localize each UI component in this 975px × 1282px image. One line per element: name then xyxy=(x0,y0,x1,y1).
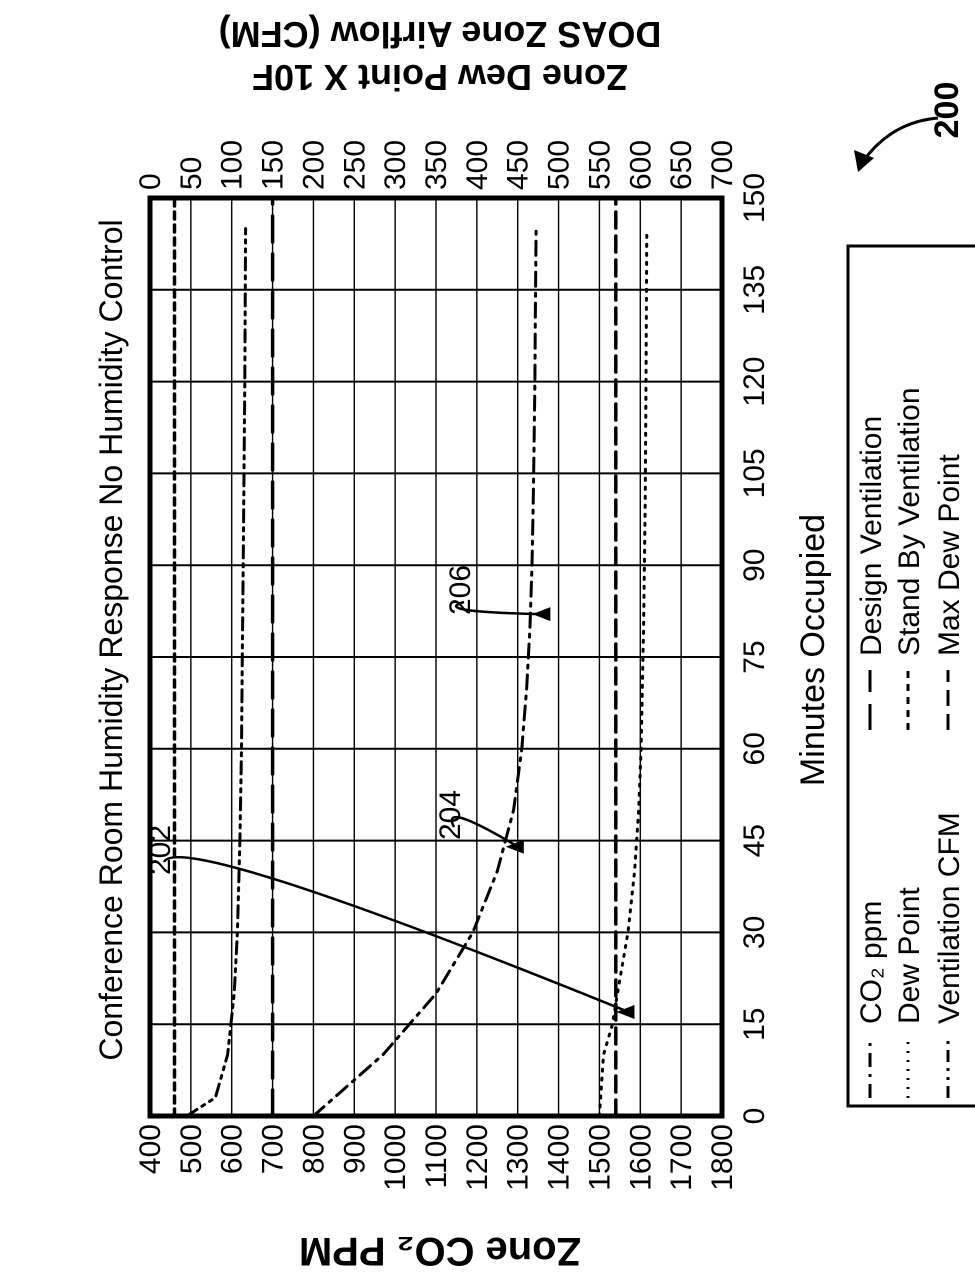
left-axis-tick-labels: 4005006007008009001000110012001300140015… xyxy=(134,1124,739,1191)
right-tick-label-12: 600 xyxy=(624,140,657,190)
right-tick-label-0: 0 xyxy=(134,173,167,190)
x-tick-label-2: 30 xyxy=(738,916,771,949)
right-tick-label-8: 400 xyxy=(461,140,494,190)
left-tick-label-12: 1600 xyxy=(624,1124,657,1191)
right-tick-label-13: 650 xyxy=(665,140,698,190)
right-tick-label-10: 500 xyxy=(543,140,576,190)
figure-number: 200 xyxy=(928,82,966,139)
left-tick-label-14: 1800 xyxy=(706,1124,739,1191)
series-line-2 xyxy=(187,229,246,1116)
left-tick-label-0: 400 xyxy=(134,1124,167,1174)
annotation-arrowhead-206 xyxy=(532,607,550,621)
chart-title: Conference Room Humidity Response No Hum… xyxy=(93,219,129,1060)
left-tick-label-8: 1200 xyxy=(461,1124,494,1191)
x-tick-label-1: 15 xyxy=(738,1008,771,1041)
right-tick-label-9: 450 xyxy=(502,140,535,190)
right-tick-label-5: 250 xyxy=(338,140,371,190)
legend-label-5: Max Dew Point xyxy=(933,454,966,656)
right-tick-label-11: 550 xyxy=(583,140,616,190)
legend-label-2: Ventilation CFM xyxy=(933,812,966,1024)
x-tick-label-5: 75 xyxy=(738,640,771,673)
left-tick-label-10: 1400 xyxy=(543,1124,576,1191)
left-tick-label-5: 900 xyxy=(338,1124,371,1174)
legend-label-1: Dew Point xyxy=(893,887,926,1024)
series-line-0 xyxy=(313,229,536,1116)
legend-label-0: CO₂ ppm xyxy=(855,901,888,1024)
left-tick-label-2: 600 xyxy=(216,1124,249,1174)
x-tick-label-9: 135 xyxy=(738,265,771,315)
right-tick-label-14: 700 xyxy=(706,140,739,190)
x-tick-label-8: 120 xyxy=(738,357,771,407)
x-tick-label-3: 45 xyxy=(738,824,771,857)
x-tick-label-0: 0 xyxy=(738,1108,771,1125)
left-tick-label-1: 500 xyxy=(175,1124,208,1174)
right-tick-label-7: 350 xyxy=(420,140,453,190)
x-axis-label: Minutes Occupied xyxy=(794,514,832,786)
right-tick-label-4: 200 xyxy=(297,140,330,190)
x-tick-label-4: 60 xyxy=(738,732,771,765)
x-tick-label-6: 90 xyxy=(738,549,771,582)
legend: CO₂ ppmDew PointVentilation CFM Design Ve… xyxy=(848,246,975,1106)
left-tick-label-9: 1300 xyxy=(502,1124,535,1191)
left-tick-label-7: 1100 xyxy=(420,1124,453,1189)
left-tick-label-6: 1000 xyxy=(379,1124,412,1191)
left-tick-label-13: 1700 xyxy=(665,1124,698,1191)
right-axis-tick-labels: 0 501001502002503003504004505005506006507… xyxy=(134,140,739,190)
annotation-label-204: 204 xyxy=(434,790,467,840)
x-tick-label-10: 150 xyxy=(738,173,771,223)
right-tick-label-3: 150 xyxy=(257,140,290,190)
left-tick-label-11: 1500 xyxy=(583,1124,616,1191)
right-axis-label-line1: Zone Dew Point X 10F xyxy=(252,57,628,98)
x-tick-labels: 0 15 30 45 60 75 90 105 120 135 150 xyxy=(738,173,771,1124)
x-tick-label-7: 105 xyxy=(738,448,771,498)
annotations: 202204206 xyxy=(144,565,634,1019)
legend-label-4: Stand By Ventilation xyxy=(893,387,926,656)
figure-number-arrow xyxy=(864,118,938,160)
left-axis-label: Zone CO₂ PPM xyxy=(299,1229,581,1273)
right-axis-label-line2: DOAS Zone Airflow (CFM) xyxy=(219,14,662,55)
left-tick-label-3: 700 xyxy=(257,1124,290,1174)
annotation-label-202: 202 xyxy=(144,825,177,875)
right-tick-label-6: 300 xyxy=(379,140,412,190)
left-tick-label-4: 800 xyxy=(297,1124,330,1174)
right-tick-label-2: 100 xyxy=(216,140,249,190)
legend-label-3: Design Ventilation xyxy=(855,416,888,656)
right-tick-label-1: 50 xyxy=(175,157,208,190)
